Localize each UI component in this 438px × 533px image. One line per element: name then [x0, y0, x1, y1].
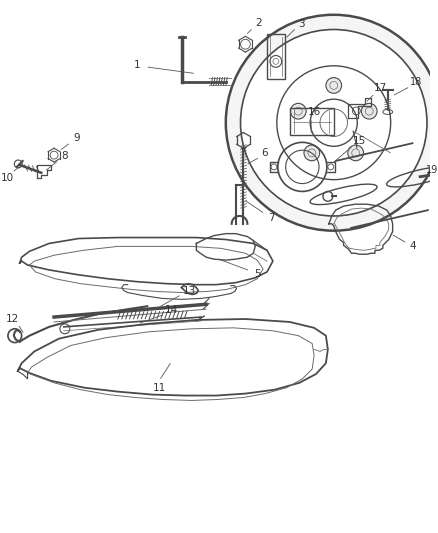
Text: 7: 7 [268, 213, 275, 223]
Text: 14: 14 [165, 305, 178, 315]
Text: 18: 18 [410, 77, 422, 87]
Text: 19: 19 [426, 165, 438, 175]
Text: 16: 16 [307, 107, 321, 117]
Text: 13: 13 [183, 286, 196, 295]
Text: 4: 4 [409, 241, 416, 252]
Circle shape [361, 103, 377, 119]
Text: 9: 9 [73, 133, 80, 143]
Text: 5: 5 [254, 269, 261, 279]
Circle shape [226, 15, 438, 231]
Bar [290, 108, 334, 135]
Text: 1: 1 [134, 60, 141, 70]
Text: 6: 6 [262, 148, 268, 158]
Circle shape [348, 145, 364, 161]
Circle shape [240, 29, 427, 216]
Text: 17: 17 [374, 83, 388, 93]
Circle shape [304, 145, 320, 161]
Text: 11: 11 [152, 383, 166, 393]
Circle shape [326, 78, 342, 93]
Text: 3: 3 [298, 19, 305, 29]
Text: 10: 10 [0, 173, 14, 183]
Bar [267, 35, 285, 78]
Text: 8: 8 [61, 151, 68, 161]
Circle shape [290, 103, 306, 119]
Text: 12: 12 [6, 314, 19, 324]
Text: 15: 15 [353, 136, 366, 147]
Text: 2: 2 [255, 18, 261, 28]
